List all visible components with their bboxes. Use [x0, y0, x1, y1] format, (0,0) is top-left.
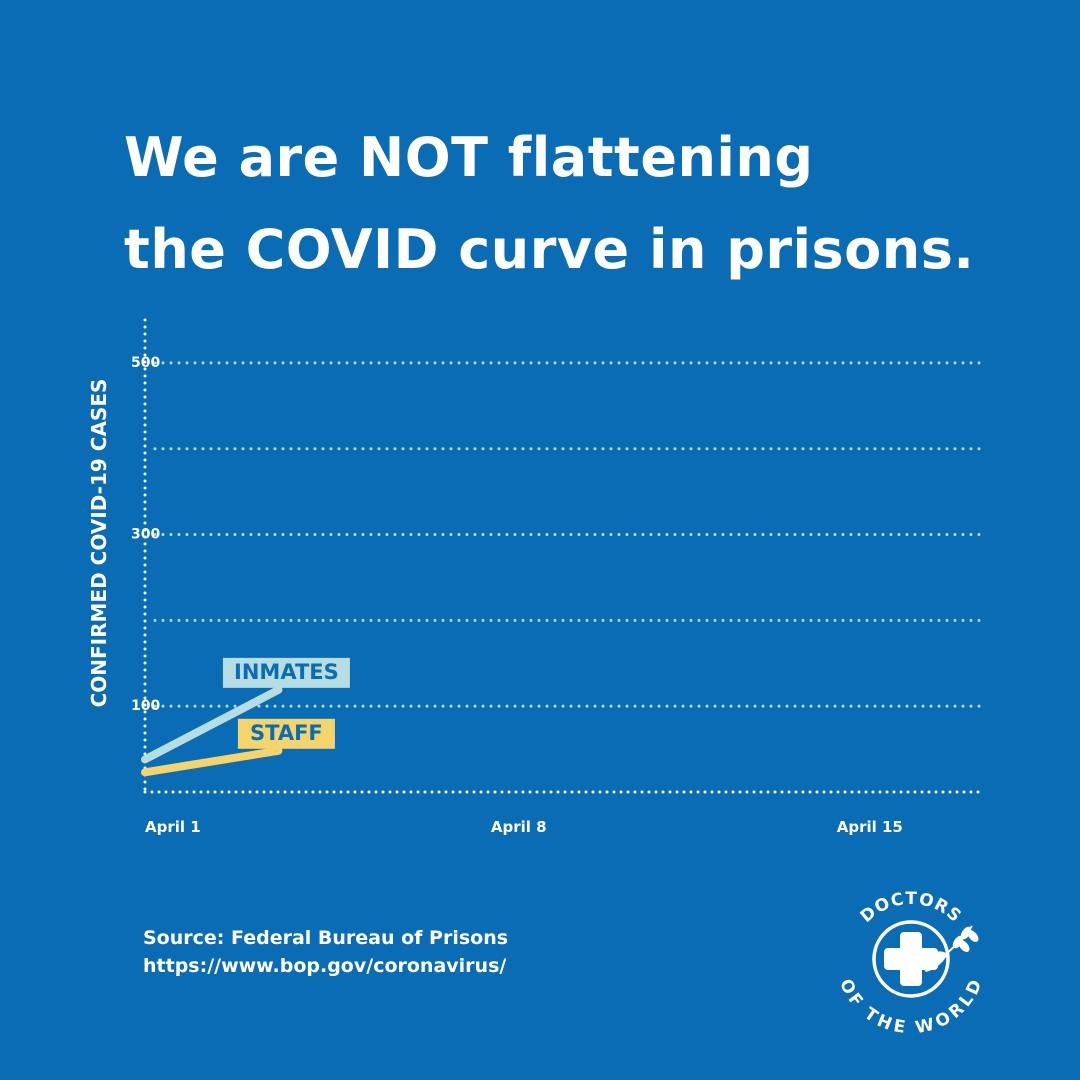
y-tick-500: 500 [131, 355, 160, 371]
headline: We are NOT flattening the COVID curve in… [124, 112, 974, 296]
x-tick-april-1: April 1 [145, 818, 201, 836]
source-note: Source: Federal Bureau of Prisons https:… [143, 924, 508, 980]
inmates-label-box [222, 657, 350, 688]
chart-series: INMATES STAFF [141, 657, 350, 777]
chart-gridlines [153, 361, 987, 708]
y-axis-label: CONFIRMED COVID-19 CASES [87, 379, 111, 708]
logo-ring [872, 920, 950, 998]
headline-line-1: We are NOT flattening [124, 126, 814, 189]
dove-icon [918, 951, 948, 972]
y-tick-300: 300 [131, 527, 160, 543]
y-tick-100: 100 [131, 698, 160, 714]
doctors-of-the-world-logo: DOCTORS OF THE WORLD [836, 889, 986, 1034]
chart-axes [143, 318, 987, 794]
source-url: https://www.bop.gov/coronavirus/ [143, 955, 507, 977]
inmates-series-label: INMATES [234, 660, 339, 684]
staff-series-line [141, 746, 283, 777]
olive-branch-icon [943, 925, 979, 957]
staff-label-box [237, 718, 335, 749]
cross-icon [884, 932, 938, 986]
source-line: Source: Federal Bureau of Prisons [143, 927, 509, 949]
chart-tick-labels: 100 300 500 April 1 April 8 April 15 [131, 355, 903, 836]
x-tick-april-15: April 15 [837, 818, 903, 836]
headline-line-2: the COVID curve in prisons. [124, 218, 975, 281]
x-tick-april-8: April 8 [491, 818, 547, 836]
staff-series-label: STAFF [250, 721, 323, 745]
inmates-series-line [141, 685, 283, 764]
